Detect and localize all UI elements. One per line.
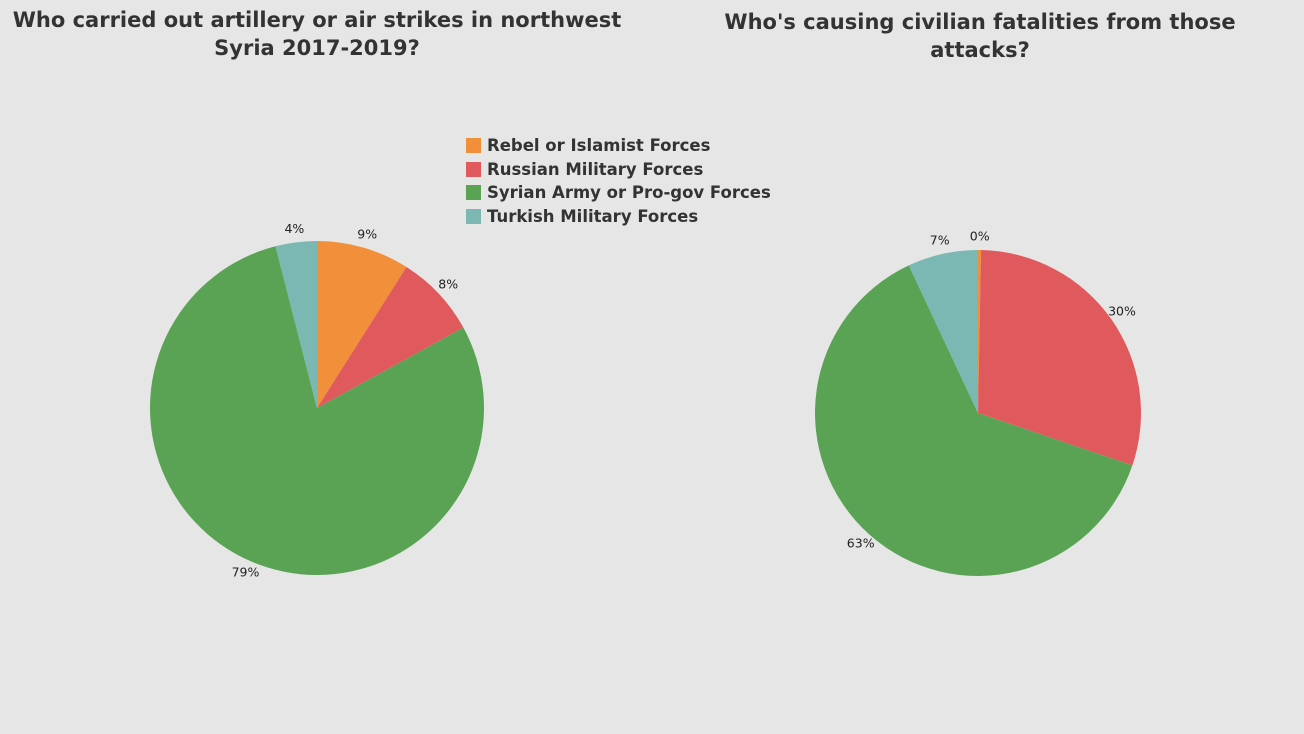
pie-right-slice-russian[interactable]	[978, 250, 1142, 466]
legend-item-turkish[interactable]: Turkish Military Forces	[466, 205, 771, 229]
legend-label-russian: Russian Military Forces	[487, 159, 704, 179]
legend-swatch-turkish	[466, 208, 481, 224]
pie-right-label-turkish: 7%	[930, 233, 950, 248]
legend-swatch-syrian	[466, 185, 481, 201]
pie-right-label-syrian: 63%	[847, 536, 875, 551]
pie-left-label-turkish: 4%	[284, 221, 304, 236]
legend-item-syrian[interactable]: Syrian Army or Pro-gov Forces	[466, 181, 771, 205]
legend-swatch-russian	[466, 161, 481, 177]
pie-right-label-russian: 30%	[1108, 303, 1136, 318]
legend-item-rebel[interactable]: Rebel or Islamist Forces	[466, 134, 771, 158]
chart-title-right: Who's causing civilian fatalities from t…	[724, 10, 1236, 62]
pie-left-slice-russian[interactable]	[317, 267, 464, 408]
pie-left-slice-syrian[interactable]	[149, 246, 484, 576]
pie-left-label-rebel: 9%	[357, 227, 377, 242]
pie-left-label-syrian: 79%	[232, 565, 260, 580]
legend-label-syrian: Syrian Army or Pro-gov Forces	[487, 183, 771, 203]
pie-right-slice-syrian[interactable]	[815, 265, 1133, 576]
pie-left-label-russian: 8%	[438, 276, 458, 291]
chart-title-left: Who carried out artillery or air strikes…	[12, 8, 622, 60]
legend-swatch-rebel	[466, 138, 481, 154]
pie-right-label-rebel: 0%	[970, 229, 990, 244]
pie-right-slice-turkish[interactable]	[908, 249, 978, 413]
pie-left-slice-rebel[interactable]	[317, 241, 407, 408]
pie-right-slice-rebel[interactable]	[978, 250, 982, 413]
legend-item-russian[interactable]: Russian Military Forces	[466, 158, 771, 182]
pie-left-slice-turkish[interactable]	[275, 241, 317, 408]
legend-label-turkish: Turkish Military Forces	[487, 206, 699, 226]
legend: Rebel or Islamist Forces Russian Militar…	[466, 134, 771, 228]
legend-label-rebel: Rebel or Islamist Forces	[487, 136, 711, 156]
